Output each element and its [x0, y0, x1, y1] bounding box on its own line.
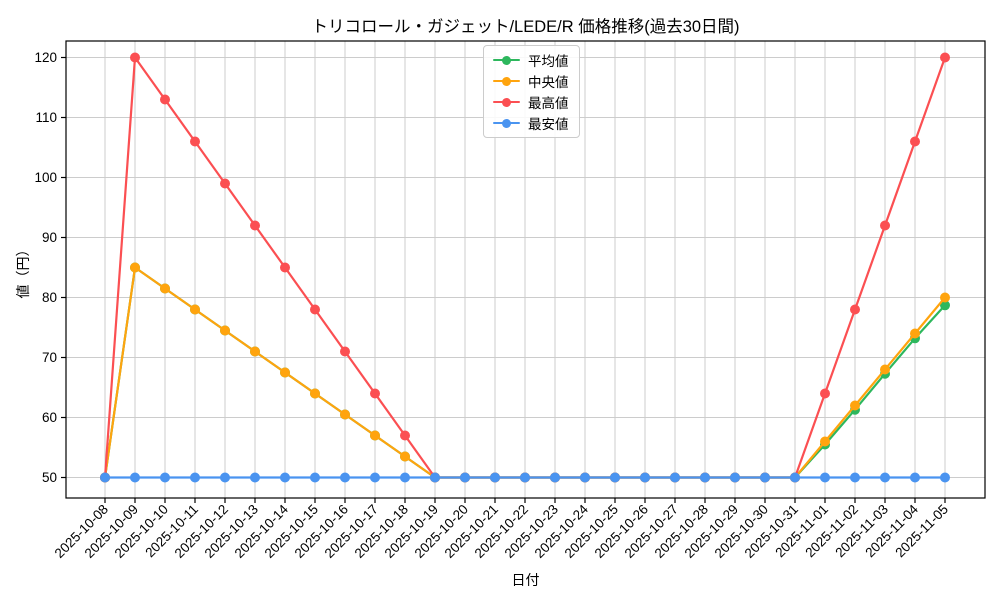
- y-tick-label: 110: [35, 110, 57, 125]
- data-point: [880, 220, 890, 231]
- data-point: [880, 364, 890, 375]
- data-point: [550, 472, 560, 483]
- data-point: [400, 472, 410, 483]
- data-point: [130, 52, 140, 63]
- data-point: [160, 472, 170, 483]
- data-point: [910, 472, 920, 483]
- data-point: [940, 292, 950, 303]
- legend-dot: [502, 97, 511, 107]
- data-point: [190, 472, 200, 483]
- data-point: [250, 472, 260, 483]
- data-point: [370, 388, 380, 399]
- data-point: [190, 136, 200, 147]
- data-point: [940, 472, 950, 483]
- data-point: [700, 472, 710, 483]
- data-point: [730, 472, 740, 483]
- data-point: [910, 136, 920, 147]
- data-point: [790, 472, 800, 483]
- data-point: [880, 472, 890, 483]
- data-point: [280, 472, 290, 483]
- y-axis-label: 値（円）: [15, 242, 31, 299]
- legend-dot: [502, 76, 511, 86]
- legend-label: 最安値: [528, 117, 569, 132]
- y-tick-label: 70: [42, 350, 57, 365]
- data-point: [310, 388, 320, 399]
- y-tick-label: 50: [42, 470, 57, 485]
- data-point: [940, 52, 950, 63]
- legend-marker-lowest: [493, 116, 520, 130]
- data-point: [940, 300, 950, 311]
- data-point: [310, 472, 320, 483]
- data-point: [220, 178, 230, 189]
- data-point: [430, 472, 440, 483]
- data-point: [370, 472, 380, 483]
- legend-item-median: 中央値: [493, 72, 569, 90]
- data-point: [670, 472, 680, 483]
- data-point: [340, 346, 350, 357]
- legend-marker-highest: [493, 95, 520, 109]
- data-point: [580, 472, 590, 483]
- data-point: [460, 472, 470, 483]
- legend: 平均値中央値最高値最安値: [483, 45, 580, 138]
- y-tick-label: 60: [42, 410, 57, 425]
- data-point: [760, 472, 770, 483]
- legend-dot: [502, 55, 511, 65]
- legend-item-highest: 最高値: [493, 93, 569, 111]
- y-tick-label: 100: [34, 170, 57, 185]
- legend-label: 中央値: [528, 75, 569, 90]
- data-point: [850, 304, 860, 315]
- data-point: [220, 325, 230, 336]
- data-point: [130, 472, 140, 483]
- data-point: [220, 472, 230, 483]
- data-point: [850, 400, 860, 411]
- data-point: [100, 472, 110, 483]
- legend-marker-median: [493, 74, 520, 88]
- x-axis-label: 日付: [511, 572, 540, 588]
- data-point: [280, 367, 290, 378]
- data-point: [400, 430, 410, 441]
- legend-item-lowest: 最安値: [493, 114, 569, 132]
- data-point: [250, 346, 260, 357]
- data-point: [400, 451, 410, 462]
- data-point: [160, 283, 170, 294]
- legend-dot: [502, 118, 511, 128]
- data-point: [160, 94, 170, 105]
- data-point: [520, 472, 530, 483]
- data-point: [340, 472, 350, 483]
- data-point: [340, 409, 350, 420]
- series-lowest: [100, 472, 950, 483]
- data-point: [820, 388, 830, 399]
- legend-label: 最高値: [528, 96, 569, 111]
- data-point: [250, 220, 260, 231]
- legend-label: 平均値: [528, 54, 569, 69]
- y-tick-label: 80: [42, 290, 57, 305]
- data-point: [850, 472, 860, 483]
- data-point: [310, 304, 320, 315]
- data-point: [370, 430, 380, 441]
- data-point: [610, 472, 620, 483]
- legend-item-average: 平均値: [493, 51, 569, 69]
- data-point: [910, 328, 920, 339]
- y-tick-label: 120: [34, 50, 57, 65]
- data-point: [640, 472, 650, 483]
- data-point: [130, 262, 140, 273]
- data-point: [820, 472, 830, 483]
- y-tick-label: 90: [42, 230, 57, 245]
- data-point: [190, 304, 200, 315]
- data-point: [280, 262, 290, 273]
- chart-title: トリコロール・ガジェット/LEDE/R 価格推移(過去30日間): [311, 18, 740, 36]
- data-point: [490, 472, 500, 483]
- legend-marker-average: [493, 53, 520, 67]
- data-point: [820, 436, 830, 447]
